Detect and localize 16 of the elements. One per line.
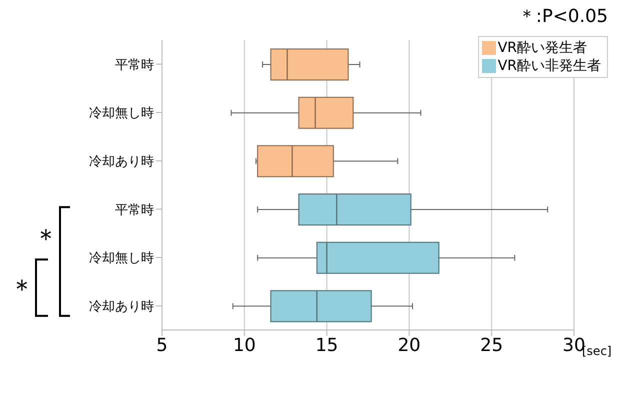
x-tick-label: 10: [232, 334, 256, 356]
y-tick-label: 冷却無し時: [89, 251, 154, 266]
x-tick-label: 5: [156, 334, 168, 356]
y-tick-label: 平常時: [115, 58, 154, 73]
x-tick-label: 25: [480, 334, 504, 356]
text: ＊: [9, 274, 35, 305]
text: ＊:P<0.05: [518, 5, 608, 28]
text: ＊: [33, 224, 59, 254]
y-tick-label: 冷却あり時: [89, 299, 154, 314]
legend-label: VR酔い非発生者: [498, 57, 601, 75]
y-tick-label: 冷却あり時: [89, 154, 154, 170]
y-tick-label: 平常時: [115, 202, 154, 218]
x-tick-label: 15: [315, 334, 338, 356]
legend-label: VR酔い発生者: [498, 39, 587, 57]
x-tick-label: 20: [398, 334, 421, 356]
y-tick-label: 冷却無し時: [89, 106, 154, 122]
